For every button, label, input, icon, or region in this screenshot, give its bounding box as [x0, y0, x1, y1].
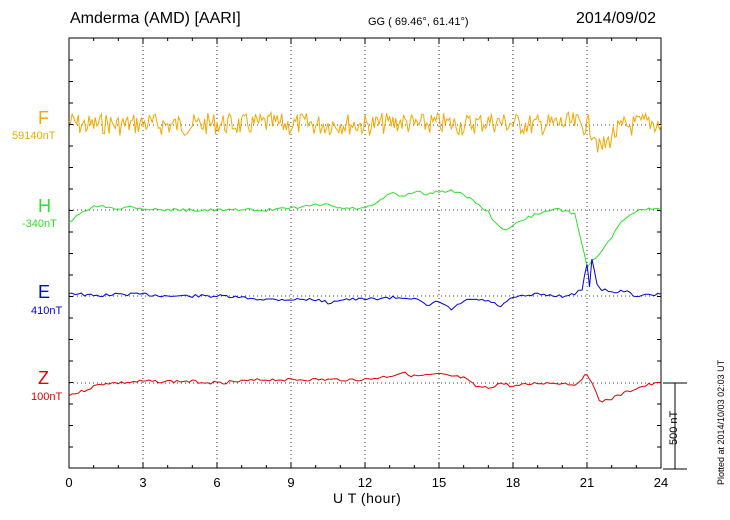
- plot-date: 2014/09/02: [576, 10, 657, 27]
- x-tick-label: 12: [358, 475, 372, 490]
- geo-coords: GG ( 69.46°, 61.41°): [368, 16, 469, 28]
- series-line-e: [69, 258, 662, 311]
- x-tick-label: 9: [287, 475, 294, 490]
- series-name-z: Z: [38, 368, 49, 388]
- x-tick-label: 6: [213, 475, 220, 490]
- series-line-h: [68, 189, 662, 269]
- series-line-f: [68, 110, 662, 153]
- x-tick-label: 15: [432, 475, 446, 490]
- series-line-z: [68, 371, 662, 403]
- series-name-e: E: [38, 282, 51, 302]
- station-title: Amderma (AMD) [AARI]: [70, 10, 241, 27]
- series-name-h: H: [38, 196, 51, 216]
- x-tick-label: 24: [654, 475, 668, 490]
- series-name-f: F: [38, 108, 49, 128]
- x-tick-label: 0: [65, 475, 72, 490]
- series-baseline-e: 410nT: [31, 305, 63, 317]
- x-tick-label: 3: [139, 475, 146, 490]
- series-baseline-h: -340nT: [22, 218, 57, 230]
- series-baseline-z: 100nT: [31, 391, 63, 403]
- x-axis-label: U T (hour): [333, 490, 402, 506]
- x-tick-label: 21: [580, 475, 594, 490]
- x-tick-label: 18: [506, 475, 520, 490]
- series-baseline-f: 59140nT: [12, 130, 56, 142]
